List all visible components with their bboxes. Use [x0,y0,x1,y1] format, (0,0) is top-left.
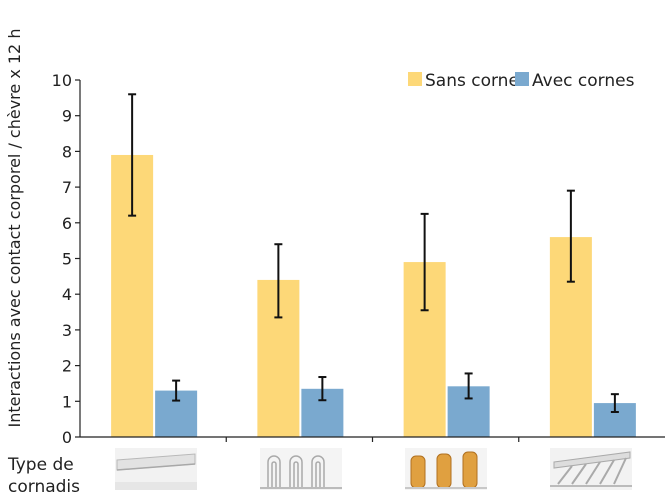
x-axis-title: Type de cornadis [7,455,80,495]
y-axis-title: Interactions avec contact corporel / chè… [5,29,24,428]
y-tick-label: 8 [62,142,72,161]
error-bars [128,93,619,414]
y-axis-ticks: 0 1 2 3 4 5 6 7 8 9 10 [52,71,80,447]
bars [111,154,636,437]
y-tick-label: 3 [62,321,72,340]
padded-vertical-barrier-icon [405,448,487,490]
legend: Sans corne Avec cornes [408,71,635,91]
horizontal-rail-barrier-icon [115,448,197,490]
y-tick-label: 2 [62,357,72,376]
y-tick-label: 1 [62,392,72,411]
legend-swatch [408,72,422,86]
legend-swatch [515,72,529,86]
diagonal-slat-barrier-icon [550,448,632,490]
x-axis-ticks [225,437,520,442]
legend-label: Avec cornes [532,71,635,91]
y-tick-label: 6 [62,214,72,233]
y-tick-label: 7 [62,178,72,197]
y-tick-label: 0 [62,428,72,447]
legend-label: Sans corne [425,71,519,91]
y-tick-label: 9 [62,107,72,126]
y-tick-label: 4 [62,285,72,304]
y-tick-label: 10 [52,71,72,90]
vertical-loop-barrier-icon [260,448,342,490]
y-tick-label: 5 [62,250,72,269]
